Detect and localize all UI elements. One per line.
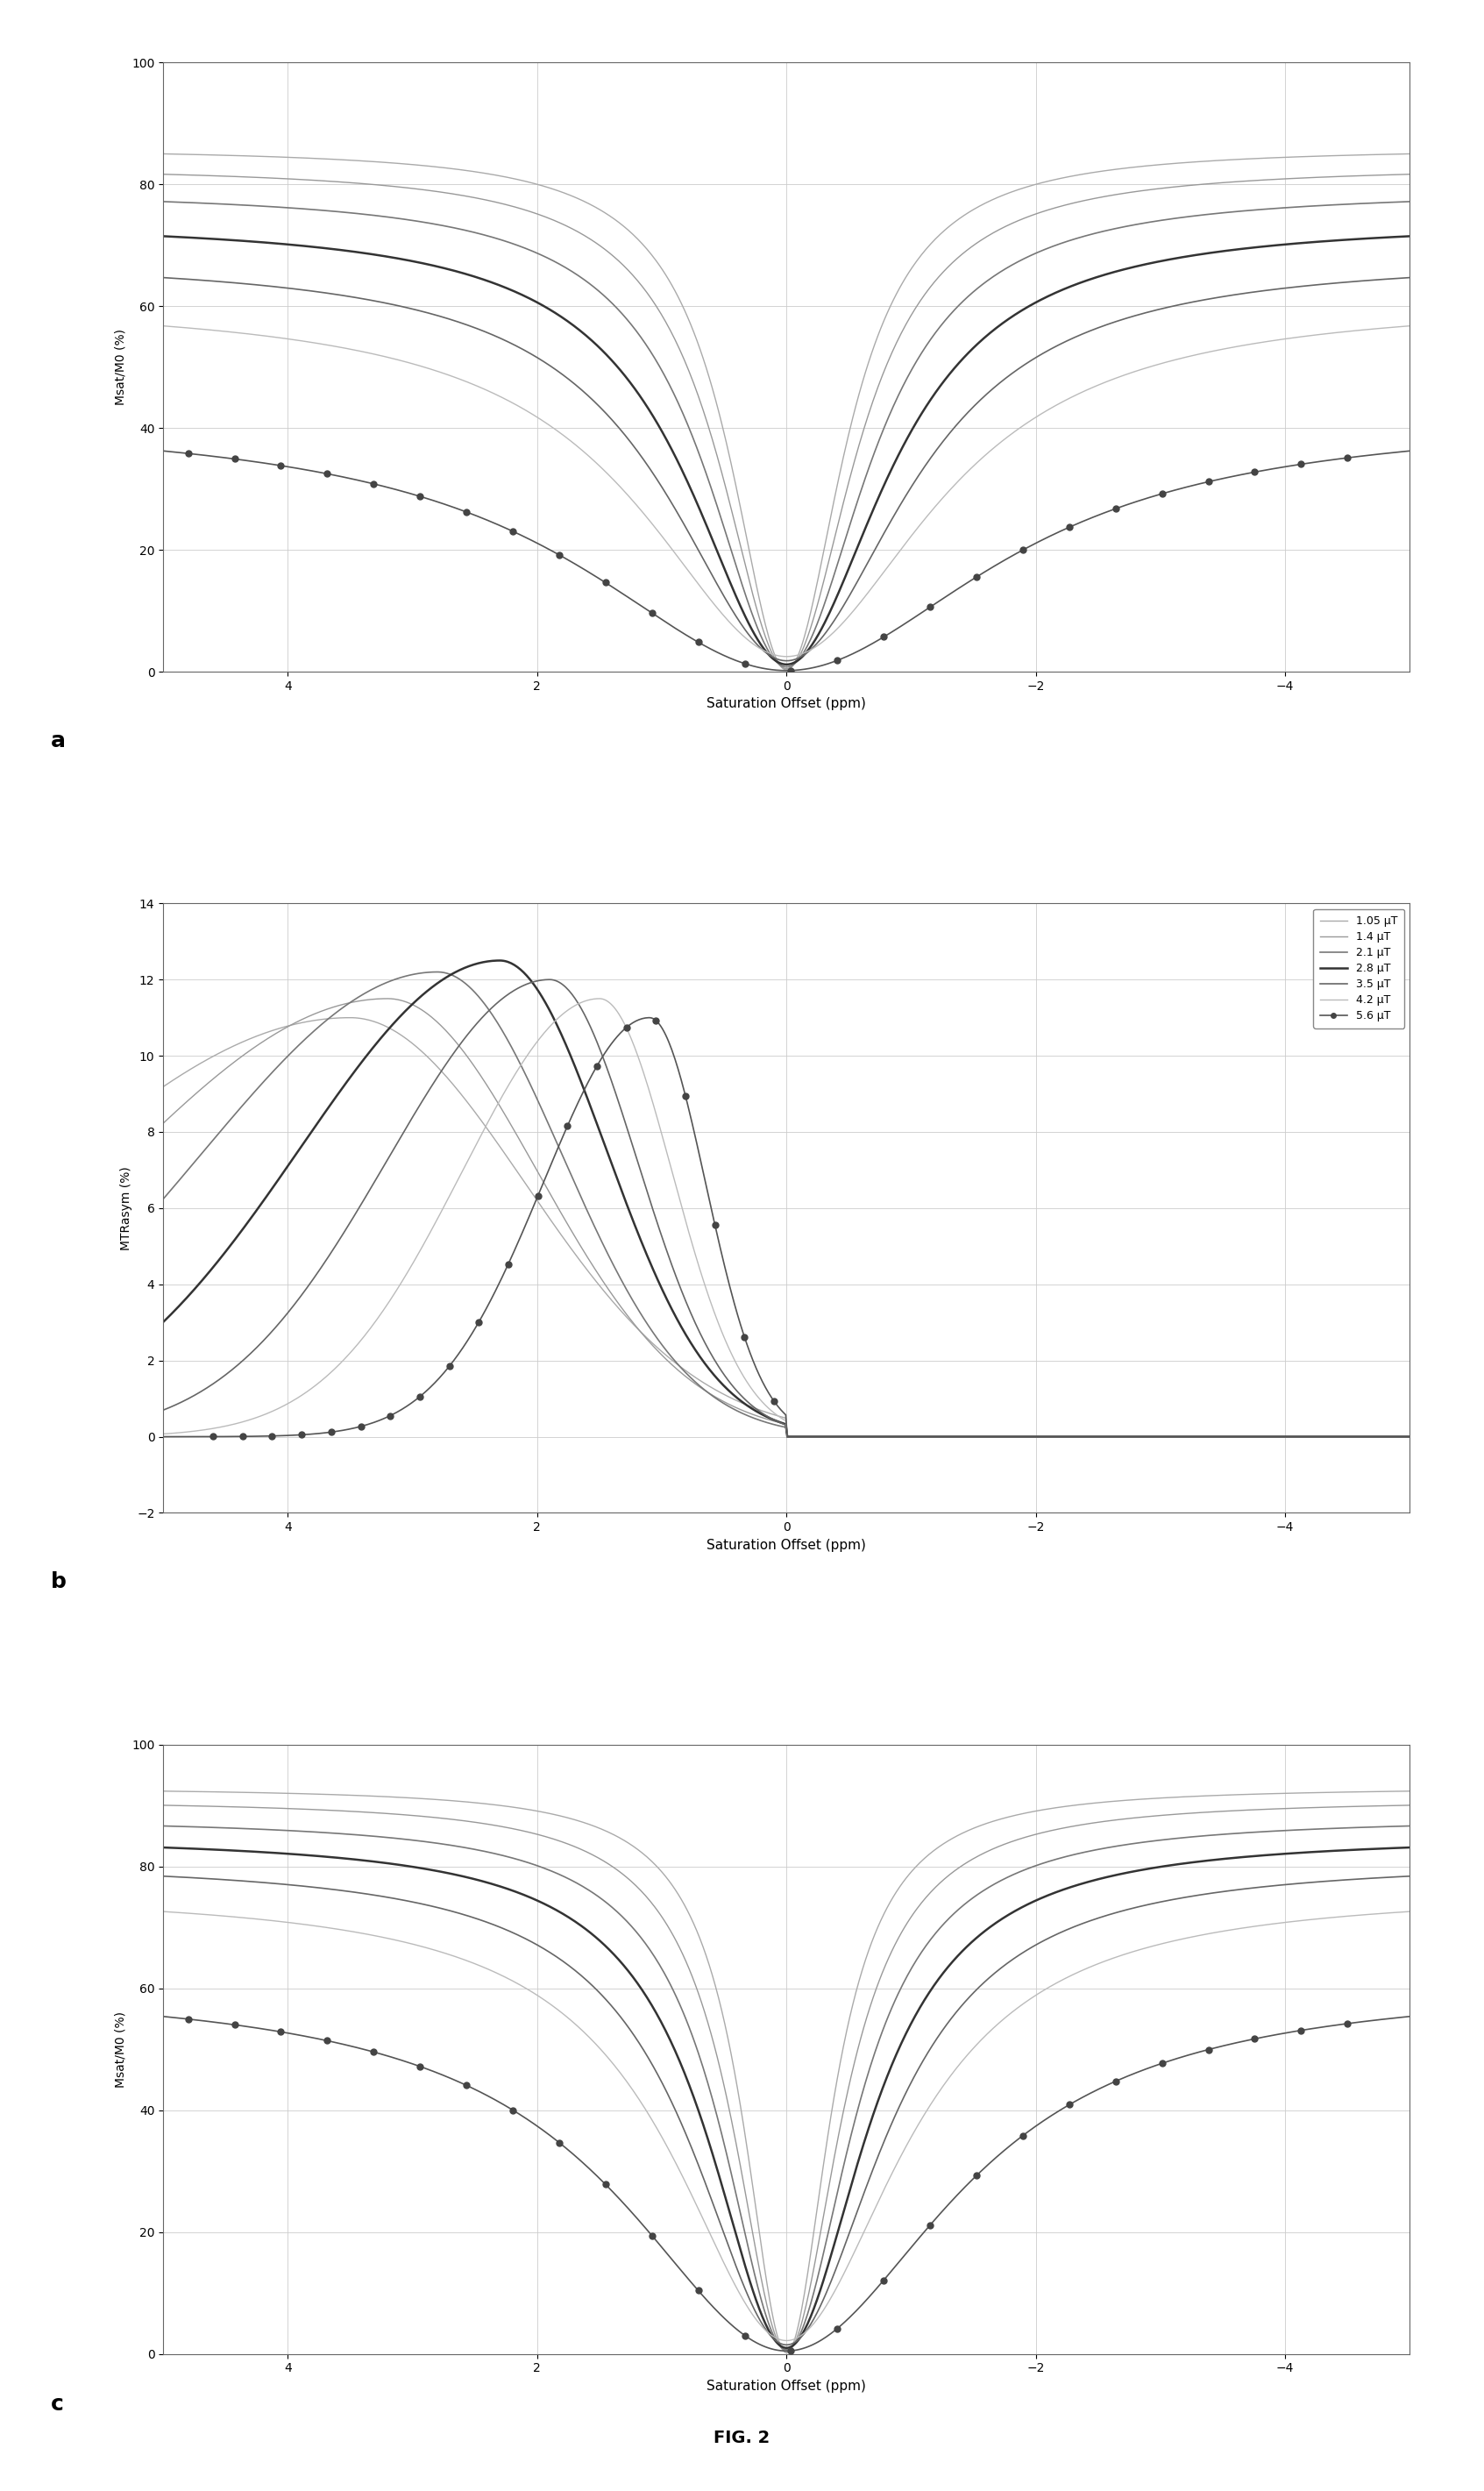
Text: b: b <box>50 1572 67 1592</box>
X-axis label: Saturation Offset (ppm): Saturation Offset (ppm) <box>706 1539 867 1552</box>
Y-axis label: Msat/M0 (%): Msat/M0 (%) <box>114 329 126 406</box>
Y-axis label: Msat/M0 (%): Msat/M0 (%) <box>114 2010 126 2087</box>
Legend: 1.05 μT, 1.4 μT, 2.1 μT, 2.8 μT, 3.5 μT, 4.2 μT, 5.6 μT: 1.05 μT, 1.4 μT, 2.1 μT, 2.8 μT, 3.5 μT,… <box>1313 909 1404 1029</box>
Text: c: c <box>50 2394 64 2414</box>
X-axis label: Saturation Offset (ppm): Saturation Offset (ppm) <box>706 697 867 710</box>
X-axis label: Saturation Offset (ppm): Saturation Offset (ppm) <box>706 2379 867 2394</box>
Y-axis label: MTRasym (%): MTRasym (%) <box>120 1166 132 1250</box>
Text: a: a <box>50 730 65 750</box>
Text: FIG. 2: FIG. 2 <box>714 2429 770 2446</box>
